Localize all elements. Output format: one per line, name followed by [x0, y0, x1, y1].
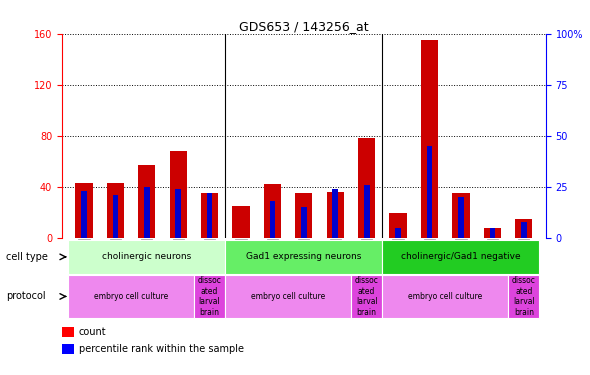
Text: GSM16948: GSM16948 [205, 240, 214, 282]
Text: cholinergic/Gad1 negative: cholinergic/Gad1 negative [401, 252, 521, 261]
Bar [225, 275, 351, 318]
Bar [138, 165, 155, 238]
Text: GSM16953: GSM16953 [299, 240, 309, 282]
Bar [508, 275, 539, 318]
Bar [358, 138, 375, 238]
Bar [68, 240, 225, 274]
Text: percentile rank within the sample: percentile rank within the sample [79, 344, 244, 354]
Bar [364, 185, 369, 238]
Text: GSM16954: GSM16954 [331, 240, 340, 282]
Bar [194, 275, 225, 318]
Bar [169, 151, 187, 238]
Text: GSM16945: GSM16945 [111, 240, 120, 282]
Bar [295, 194, 313, 238]
Bar [62, 327, 74, 338]
Bar [68, 275, 194, 318]
Bar [421, 40, 438, 238]
Text: GSM16947: GSM16947 [173, 240, 183, 282]
Text: GSM16955: GSM16955 [519, 240, 528, 282]
Text: GSM16952: GSM16952 [268, 240, 277, 282]
Bar [484, 228, 501, 238]
Bar [458, 197, 464, 238]
Text: count: count [79, 327, 107, 337]
Bar [206, 193, 212, 238]
Bar [327, 192, 344, 238]
Bar [232, 206, 250, 238]
Text: protocol: protocol [6, 291, 45, 302]
Text: cholinergic neurons: cholinergic neurons [102, 252, 191, 261]
Text: embryo cell culture: embryo cell culture [408, 292, 483, 301]
Text: GSM16956: GSM16956 [362, 240, 371, 282]
Text: GSM16893: GSM16893 [394, 240, 402, 282]
Text: cell type: cell type [6, 252, 48, 262]
Bar [521, 222, 527, 238]
Bar [175, 189, 181, 238]
Text: embryo cell culture: embryo cell culture [251, 292, 325, 301]
Text: dissoc
ated
larval
brain: dissoc ated larval brain [512, 276, 536, 316]
Bar [490, 228, 495, 238]
Bar [427, 146, 432, 238]
Text: Gad1 expressing neurons: Gad1 expressing neurons [246, 252, 362, 261]
Bar [264, 184, 281, 238]
Text: GSM16944: GSM16944 [80, 240, 88, 282]
Bar [453, 194, 470, 238]
Bar [515, 219, 532, 238]
Bar [332, 189, 338, 238]
Text: dissoc
ated
larval
brain: dissoc ated larval brain [198, 276, 221, 316]
Text: GSM16949: GSM16949 [457, 240, 466, 282]
Text: embryo cell culture: embryo cell culture [94, 292, 168, 301]
Bar [107, 183, 124, 238]
Bar [270, 201, 276, 238]
Bar [225, 240, 382, 274]
Bar [201, 194, 218, 238]
Bar [382, 240, 539, 274]
Bar [395, 228, 401, 238]
Bar [113, 195, 118, 238]
Bar [62, 344, 74, 354]
Text: GSM16950: GSM16950 [488, 240, 497, 282]
Bar [382, 275, 508, 318]
Title: GDS653 / 143256_at: GDS653 / 143256_at [239, 20, 369, 33]
Bar [76, 183, 93, 238]
Text: GSM16946: GSM16946 [142, 240, 151, 282]
Bar [301, 207, 307, 238]
Bar [351, 275, 382, 318]
Bar [389, 213, 407, 238]
Bar [144, 187, 150, 238]
Text: GSM16894: GSM16894 [425, 240, 434, 282]
Text: dissoc
ated
larval
brain: dissoc ated larval brain [355, 276, 379, 316]
Bar [81, 191, 87, 238]
Text: GSM16951: GSM16951 [237, 240, 245, 282]
